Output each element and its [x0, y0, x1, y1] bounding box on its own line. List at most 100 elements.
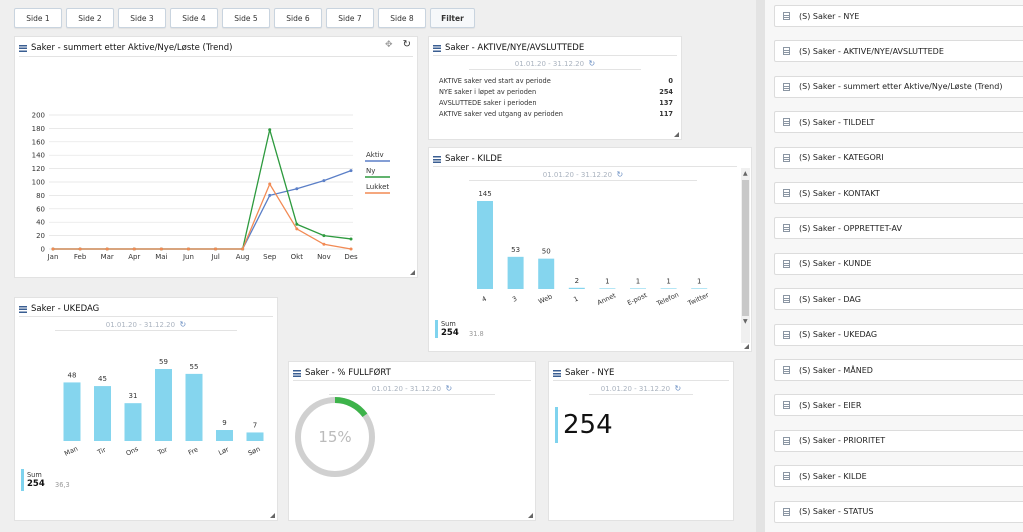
category-label: Tir [95, 446, 107, 457]
summary-row: AKTIVE saker ved utgang av perioden 117 [439, 110, 673, 118]
bar [568, 287, 585, 289]
widget-list-item[interactable]: (S) Saker - summert etter Aktive/Nye/Løs… [774, 75, 1023, 98]
trend-chart: 0 20 40 60 80 100 120 140 160 180 200 Jan Feb Mar Apr M… [32, 112, 390, 261]
menu-icon[interactable] [19, 305, 27, 313]
resize-handle[interactable] [528, 513, 533, 518]
data-point [268, 128, 272, 132]
y-tick-label: 200 [32, 112, 45, 120]
bar [507, 256, 524, 289]
move-icon[interactable]: ✥ [385, 40, 393, 50]
widget-list-label: (S) Saker - AKTIVE/NYE/AVSLUTTEDE [799, 46, 944, 56]
widget-list-label: (S) Saker - KUNDE [799, 259, 872, 269]
legend-label: Ny [366, 167, 375, 175]
kilde-panel-title: Saker - KILDE [433, 152, 723, 166]
document-icon [783, 401, 790, 410]
widget-list-item[interactable]: (S) Saker - PRIORITET [774, 429, 1023, 452]
x-tick-label: Jan [47, 253, 59, 261]
widget-list-item[interactable]: (S) Saker - UKEDAG [774, 323, 1023, 346]
bar [599, 288, 616, 289]
refresh-icon[interactable]: ↻ [588, 59, 596, 68]
data-label: 7 [253, 421, 257, 429]
widget-list-item[interactable]: (S) Saker - KATEGORI [774, 146, 1023, 169]
category-label: E-post [626, 291, 649, 307]
menu-icon[interactable] [433, 44, 441, 52]
data-point [295, 187, 299, 191]
tab-side-8[interactable]: Side 8 [378, 8, 426, 28]
data-label: 2 [575, 277, 579, 285]
trend-panel: Saker - summert etter Aktive/Nye/Løste (… [14, 36, 418, 278]
data-label: 31 [129, 392, 138, 400]
scroll-down-icon[interactable]: ▼ [743, 318, 748, 325]
summary-row: AVSLUTTEDE saker i perioden 137 [439, 99, 673, 107]
x-tick-label: Aug [236, 253, 250, 261]
resize-handle[interactable] [410, 270, 415, 275]
summary-row: AKTIVE saker ved start av periode 0 [439, 77, 673, 85]
series-line-ny [53, 129, 352, 250]
trend-panel-title: Saker - summert etter Aktive/Nye/Løste (… [19, 41, 389, 55]
ukedag-chart: 48 Man 45 Tir 31 Ons 59 Tor 55 Fre 9 Lør 7 Søn [63, 358, 264, 458]
data-label: 1 [605, 277, 609, 285]
document-icon [783, 118, 790, 127]
widget-list-item[interactable]: (S) Saker - KILDE [774, 465, 1023, 488]
document-icon [783, 472, 790, 481]
menu-icon[interactable] [433, 155, 441, 163]
widget-list-item[interactable]: (S) Saker - AKTIVE/NYE/AVSLUTTEDE [774, 40, 1023, 63]
resize-handle[interactable] [270, 513, 275, 518]
tab-side-7[interactable]: Side 7 [326, 8, 374, 28]
refresh-icon[interactable]: ↻ [674, 384, 682, 393]
menu-icon[interactable] [19, 44, 27, 52]
scroll-up-icon[interactable]: ▲ [743, 170, 748, 177]
y-tick-label: 0 [41, 246, 45, 254]
y-tick-label: 60 [36, 205, 45, 213]
widget-list-item[interactable]: (S) Saker - STATUS [774, 500, 1023, 523]
kpi-indicator [555, 407, 558, 443]
data-point [241, 247, 245, 251]
legend-label: Aktiv [366, 151, 384, 159]
y-tick-label: 80 [36, 192, 45, 200]
tab-side-1[interactable]: Side 1 [14, 8, 62, 28]
tab-side-3[interactable]: Side 3 [118, 8, 166, 28]
widget-list-item[interactable]: (S) Saker - KUNDE [774, 252, 1023, 275]
tab-side-2[interactable]: Side 2 [66, 8, 114, 28]
date-range: 01.01.20 - 31.12.20 ↻ [542, 170, 624, 179]
resize-handle[interactable] [674, 132, 679, 137]
x-tick-label: Okt [291, 253, 304, 261]
x-tick-label: Nov [317, 253, 331, 261]
series-line-lukket [53, 182, 352, 250]
widget-list-item[interactable]: (S) Saker - OPPRETTET-AV [774, 217, 1023, 240]
refresh-icon[interactable]: ↻ [445, 384, 453, 393]
menu-icon[interactable] [553, 369, 561, 377]
sum-label: Sum [441, 320, 456, 328]
widget-list-item[interactable]: (S) Saker - NYE [774, 5, 1023, 27]
document-icon [783, 295, 790, 304]
x-tick-label: Des [344, 253, 358, 261]
x-tick-label: Jun [182, 253, 194, 261]
tab-side-5[interactable]: Side 5 [222, 8, 270, 28]
menu-icon[interactable] [293, 369, 301, 377]
widget-list-item[interactable]: (S) Saker - DAG [774, 288, 1023, 311]
tab-side-6[interactable]: Side 6 [274, 8, 322, 28]
splitter[interactable] [756, 0, 765, 532]
widget-list-item[interactable]: (S) Saker - KONTAKT [774, 182, 1023, 204]
widget-list-item[interactable]: (S) Saker - TILDELT [774, 111, 1023, 134]
data-point [295, 222, 299, 226]
y-tick-label: 40 [36, 219, 45, 227]
y-tick-label: 120 [32, 165, 45, 173]
widget-list-label: (S) Saker - MÅNED [799, 365, 873, 375]
refresh-icon[interactable]: ↻ [616, 170, 624, 179]
bar [94, 386, 111, 441]
scrollbar[interactable]: ▲ ▼ [741, 168, 750, 343]
resize-handle[interactable] [744, 344, 749, 349]
refresh-icon[interactable]: ↻ [402, 39, 411, 50]
refresh-icon[interactable]: ↻ [179, 320, 187, 329]
scrollbar-thumb[interactable] [742, 180, 749, 316]
sum-value: 254 [441, 328, 459, 338]
widget-list-item[interactable]: (S) Saker - MÅNED [774, 359, 1023, 381]
widget-list-item[interactable]: (S) Saker - EIER [774, 394, 1023, 417]
series-line-aktiv [53, 170, 352, 250]
data-label: 55 [190, 363, 199, 371]
filter-button[interactable]: Filter [430, 8, 475, 28]
data-label: 50 [542, 248, 551, 256]
tab-side-4[interactable]: Side 4 [170, 8, 218, 28]
category-label: 3 [511, 295, 518, 304]
